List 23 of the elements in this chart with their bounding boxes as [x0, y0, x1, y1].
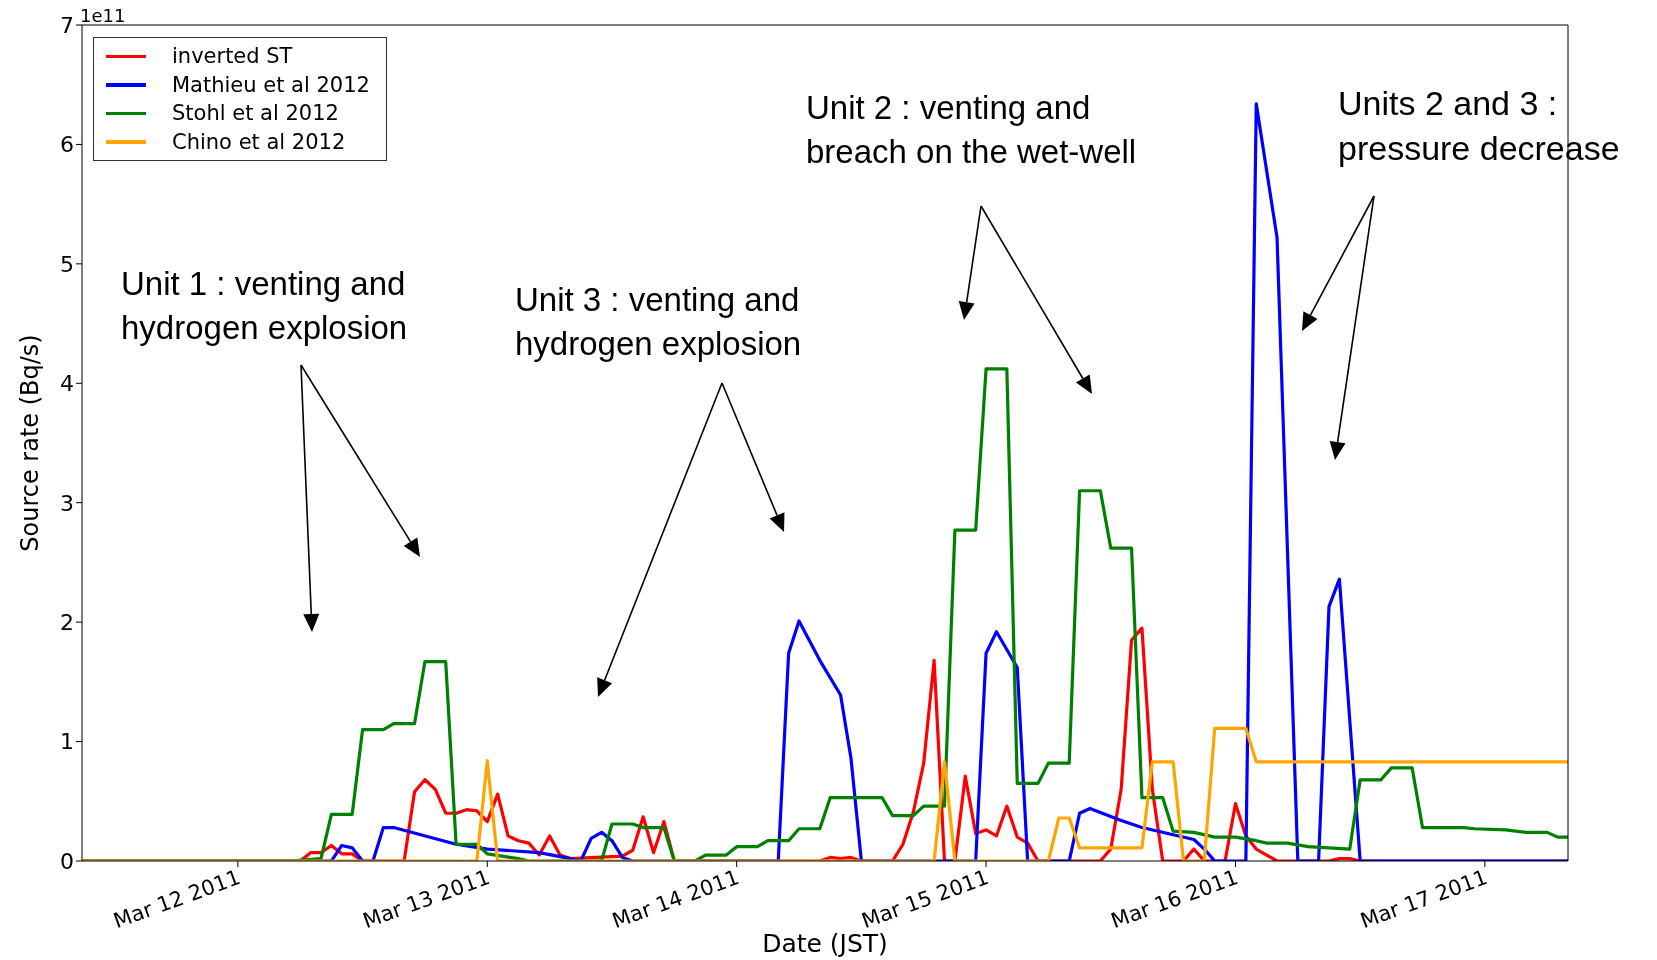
y-tick-label: 3	[60, 490, 74, 516]
y-axis-title: Source rate (Bq/s)	[16, 334, 44, 552]
x-tick-label: Mar 16 2011	[1107, 865, 1242, 934]
y-tick-label: 6	[60, 132, 74, 158]
x-tick-label: Mar 13 2011	[359, 865, 493, 934]
annotation: 1e11	[80, 4, 127, 28]
y-tick-label: 4	[60, 371, 74, 397]
y-tick-label: 0	[60, 848, 74, 874]
y-tick-label: 7	[60, 12, 74, 38]
x-tick-label: Mar 12 2011	[110, 865, 244, 934]
annotation: Unit 3 : venting and hydrogen explosion	[515, 280, 803, 364]
annotation: Unit 2 : venting and breach on the wet-well	[806, 88, 1138, 172]
x-tick-label: Mar 14 2011	[609, 865, 743, 934]
legend-label: Stohl et al 2012	[172, 101, 339, 126]
y-tick-label: 1	[60, 729, 74, 755]
legend-label: inverted ST	[172, 44, 293, 69]
x-tick-label: Mar 17 2011	[1357, 865, 1491, 934]
y-tick-label: 5	[60, 251, 74, 277]
y-tick-label: 2	[60, 609, 74, 635]
legend-label: Mathieu et al 2012	[172, 72, 370, 97]
annotation: Units 2 and 3 : pressure decrease	[1338, 83, 1621, 170]
legend-label: Chino et al 2012	[172, 129, 346, 154]
annotation: Unit 1 : venting and hydrogen explosion	[121, 264, 409, 348]
